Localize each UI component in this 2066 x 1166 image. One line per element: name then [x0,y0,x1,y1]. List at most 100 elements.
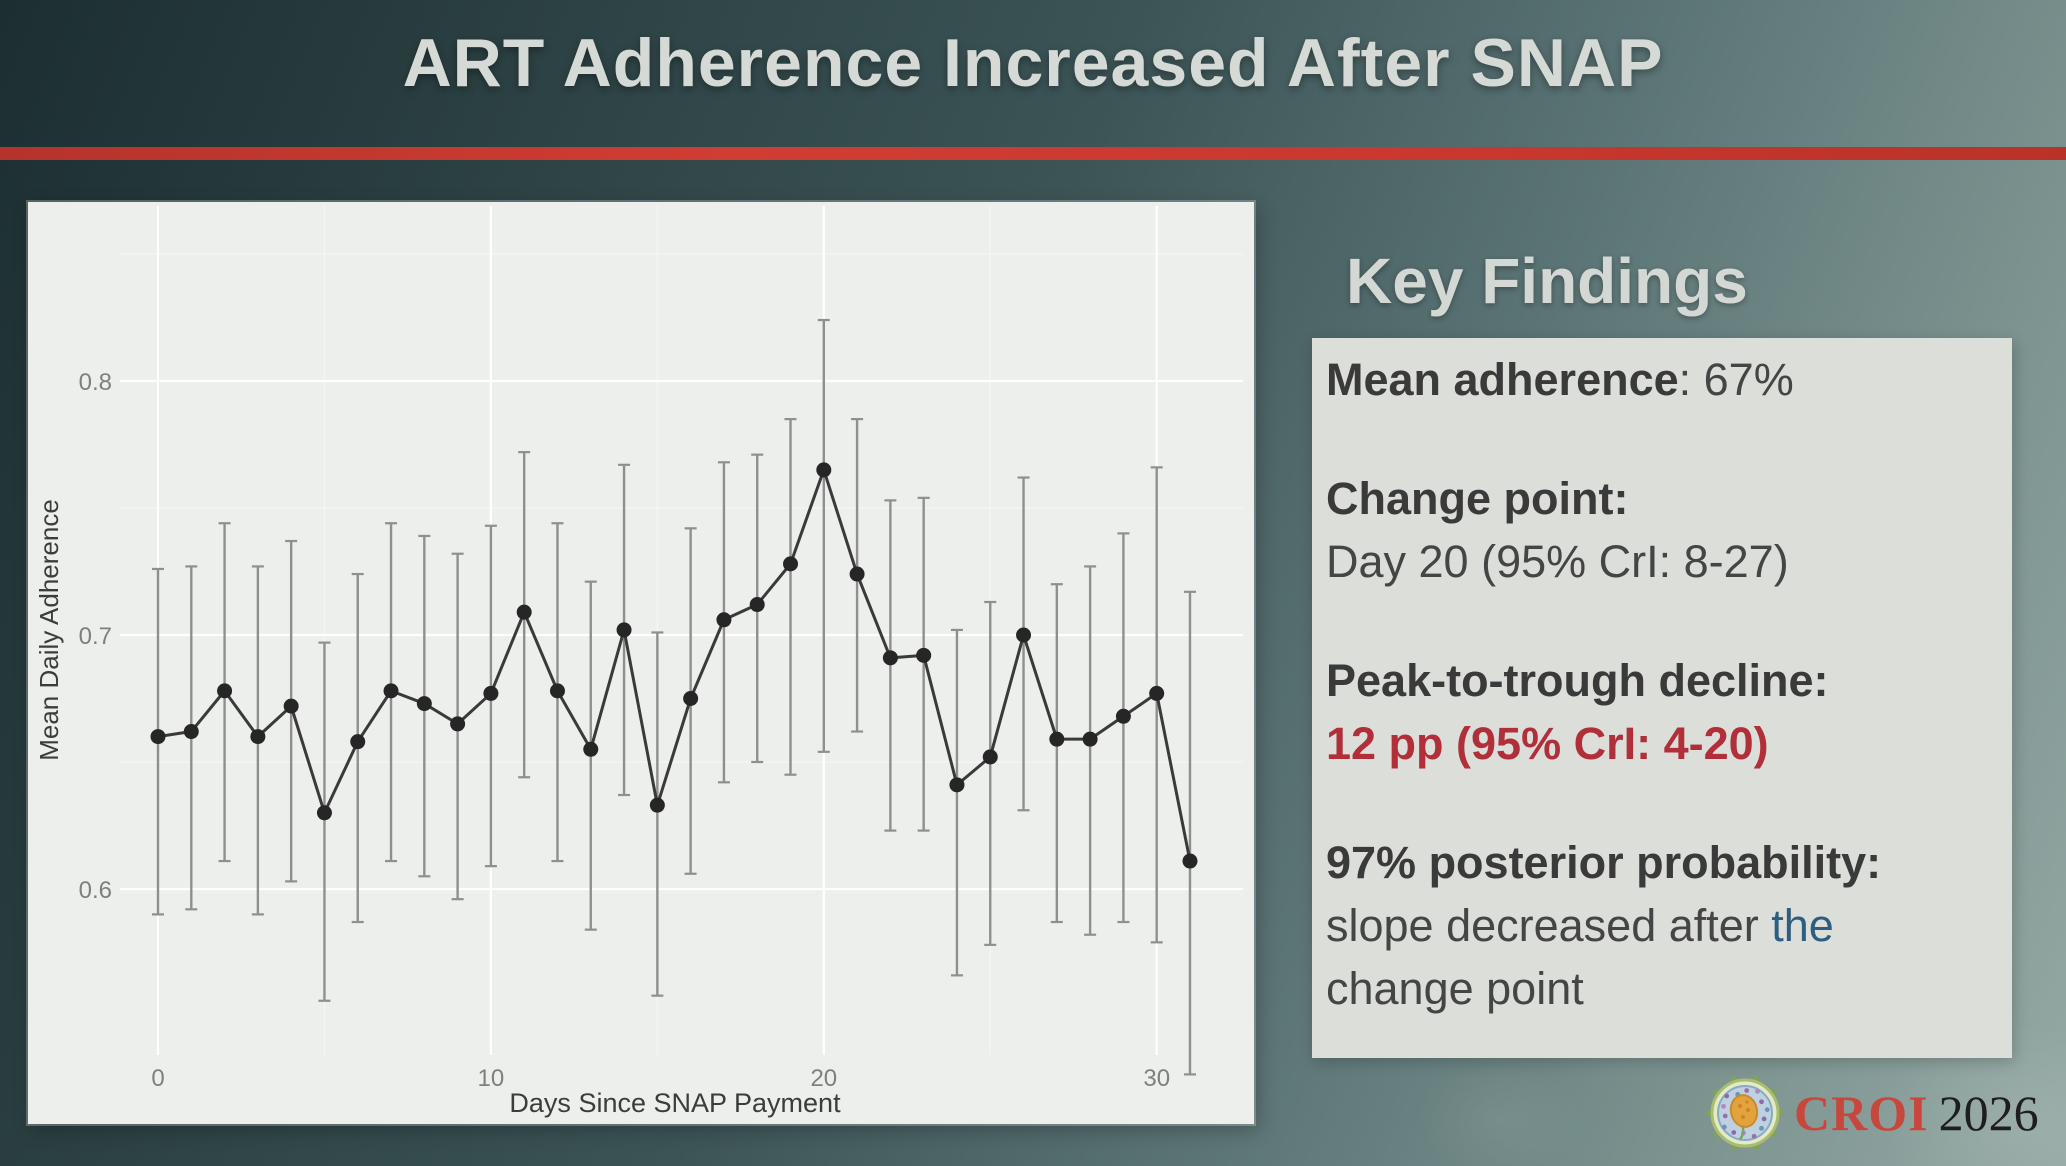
error-bar [784,418,797,776]
data-point [783,556,799,572]
finding-line: 97% posterior probability: [1326,831,1998,894]
x-axis-title: Days Since SNAP Payment [509,1088,841,1118]
x-tick-label: 0 [151,1065,164,1092]
finding-line: change point [1326,957,1998,1020]
error-bar [884,499,897,832]
data-point [949,777,965,793]
logo-dot [1744,1088,1750,1093]
finding-line: Mean adherence: 67% [1326,348,1998,411]
data-point [1115,708,1131,724]
data-point [749,597,765,613]
error-bar [984,600,997,946]
data-point [316,805,332,821]
finding-paragraph: 97% posterior probability: slope decrease… [1326,831,1998,1020]
y-tick-label: 0.7 [79,623,112,650]
x-tick-label: 10 [478,1065,505,1092]
finding-text: slope decreased after [1326,900,1772,951]
chart-card: 0.6 0.7 0.8 0 10 20 30 Days Since SNAP Payment M… [28,202,1254,1124]
error-bar [950,628,963,977]
logo-dot [1761,1116,1767,1122]
data-point [816,462,832,478]
logo-spike [1706,1110,1712,1116]
data-point [1149,685,1165,701]
data-point [217,683,233,699]
error-bar [1017,476,1030,812]
error-bar [1050,583,1063,924]
error-bar [318,641,331,1002]
logo-dot [1721,1124,1727,1130]
logo-spike [1778,1110,1784,1116]
data-point [450,716,466,732]
finding-text: the [1771,900,1834,951]
x-tick-label: 20 [810,1065,837,1092]
mean-line [157,468,1192,862]
data-point [350,734,366,750]
data-point [616,622,632,638]
logo-dot [1759,1125,1764,1131]
y-axis-title: Mean Daily Adherence [34,499,64,761]
logo-dot [1764,1107,1770,1113]
data-point [250,729,266,745]
croi-logo-icon [1706,1075,1784,1151]
data-point [716,612,732,628]
data-point [416,696,432,712]
data-point [916,647,932,663]
finding-text: Day 20 (95% CrI: 8-27) [1326,536,1789,587]
footer-branding: CROI 2026 [1706,1072,2039,1154]
data-point [1182,853,1198,869]
adherence-chart: 0.6 0.7 0.8 0 10 20 30 Days Since SNAP Payment M… [34,206,1243,1118]
key-findings-box: Mean adherence: 67% Change point: Day 20 (… [1312,338,2012,1058]
finding-text: 97% posterior probability: [1326,837,1882,888]
finding-paragraph: Change point: Day 20 (95% CrI: 8-27) [1326,467,1998,593]
finding-text: Change point: [1326,473,1629,524]
logo-dot [1755,1088,1760,1094]
error-bar [1150,466,1163,944]
error-bar [1084,565,1097,936]
data-point [982,749,998,765]
x-tick-label: 30 [1143,1065,1170,1092]
logo-dot [1722,1113,1728,1119]
logo-dot [1731,1130,1737,1135]
finding-line: Change point: [1326,467,1998,530]
key-findings-heading: Key Findings [1346,245,1748,317]
data-point [150,729,166,745]
data-point [849,566,865,582]
data-point [183,724,199,740]
data-point [549,683,565,699]
finding-text: : 67% [1678,354,1794,405]
red-divider-line [0,147,2066,160]
error-bar [651,631,664,997]
finding-line: slope decreased after the [1326,894,1998,957]
data-point [683,691,699,706]
data-point [583,741,599,757]
y-tick-label: 0.6 [79,877,112,904]
finding-line: Peak-to-trough decline: [1326,649,1998,712]
data-point [882,650,898,666]
croi-year: 2026 [1938,1085,2039,1141]
data-point [1016,627,1032,643]
logo-dot [1751,1133,1757,1139]
data-point [649,797,665,813]
data-point [1082,731,1098,747]
slide-title: ART Adherence Increased After SNAP [402,25,1664,101]
logo-dot [1724,1093,1730,1099]
finding-text: Mean adherence [1326,354,1679,405]
logo-dot [1721,1103,1726,1109]
data-point [283,698,299,714]
logo-dot [1759,1099,1764,1105]
finding-line: 12 pp (95% CrI: 4-20) [1326,712,1998,775]
data-point [516,604,532,620]
finding-paragraph: Mean adherence: 67% [1326,348,1998,411]
y-tick-label: 0.8 [79,369,112,396]
data-point [1049,731,1065,747]
finding-line: Day 20 (95% CrI: 8-27) [1326,530,1998,593]
finding-text: Peak-to-trough decline: [1326,655,1829,706]
data-point [383,683,399,699]
data-point [483,685,499,701]
finding-text: change point [1326,963,1584,1014]
error-bar [917,496,930,832]
finding-paragraph: Peak-to-trough decline: 12 pp (95% CrI: 4… [1326,649,1998,775]
finding-text: 12 pp (95% CrI: 4-20) [1326,718,1769,769]
croi-wordmark: CROI [1794,1085,1929,1141]
